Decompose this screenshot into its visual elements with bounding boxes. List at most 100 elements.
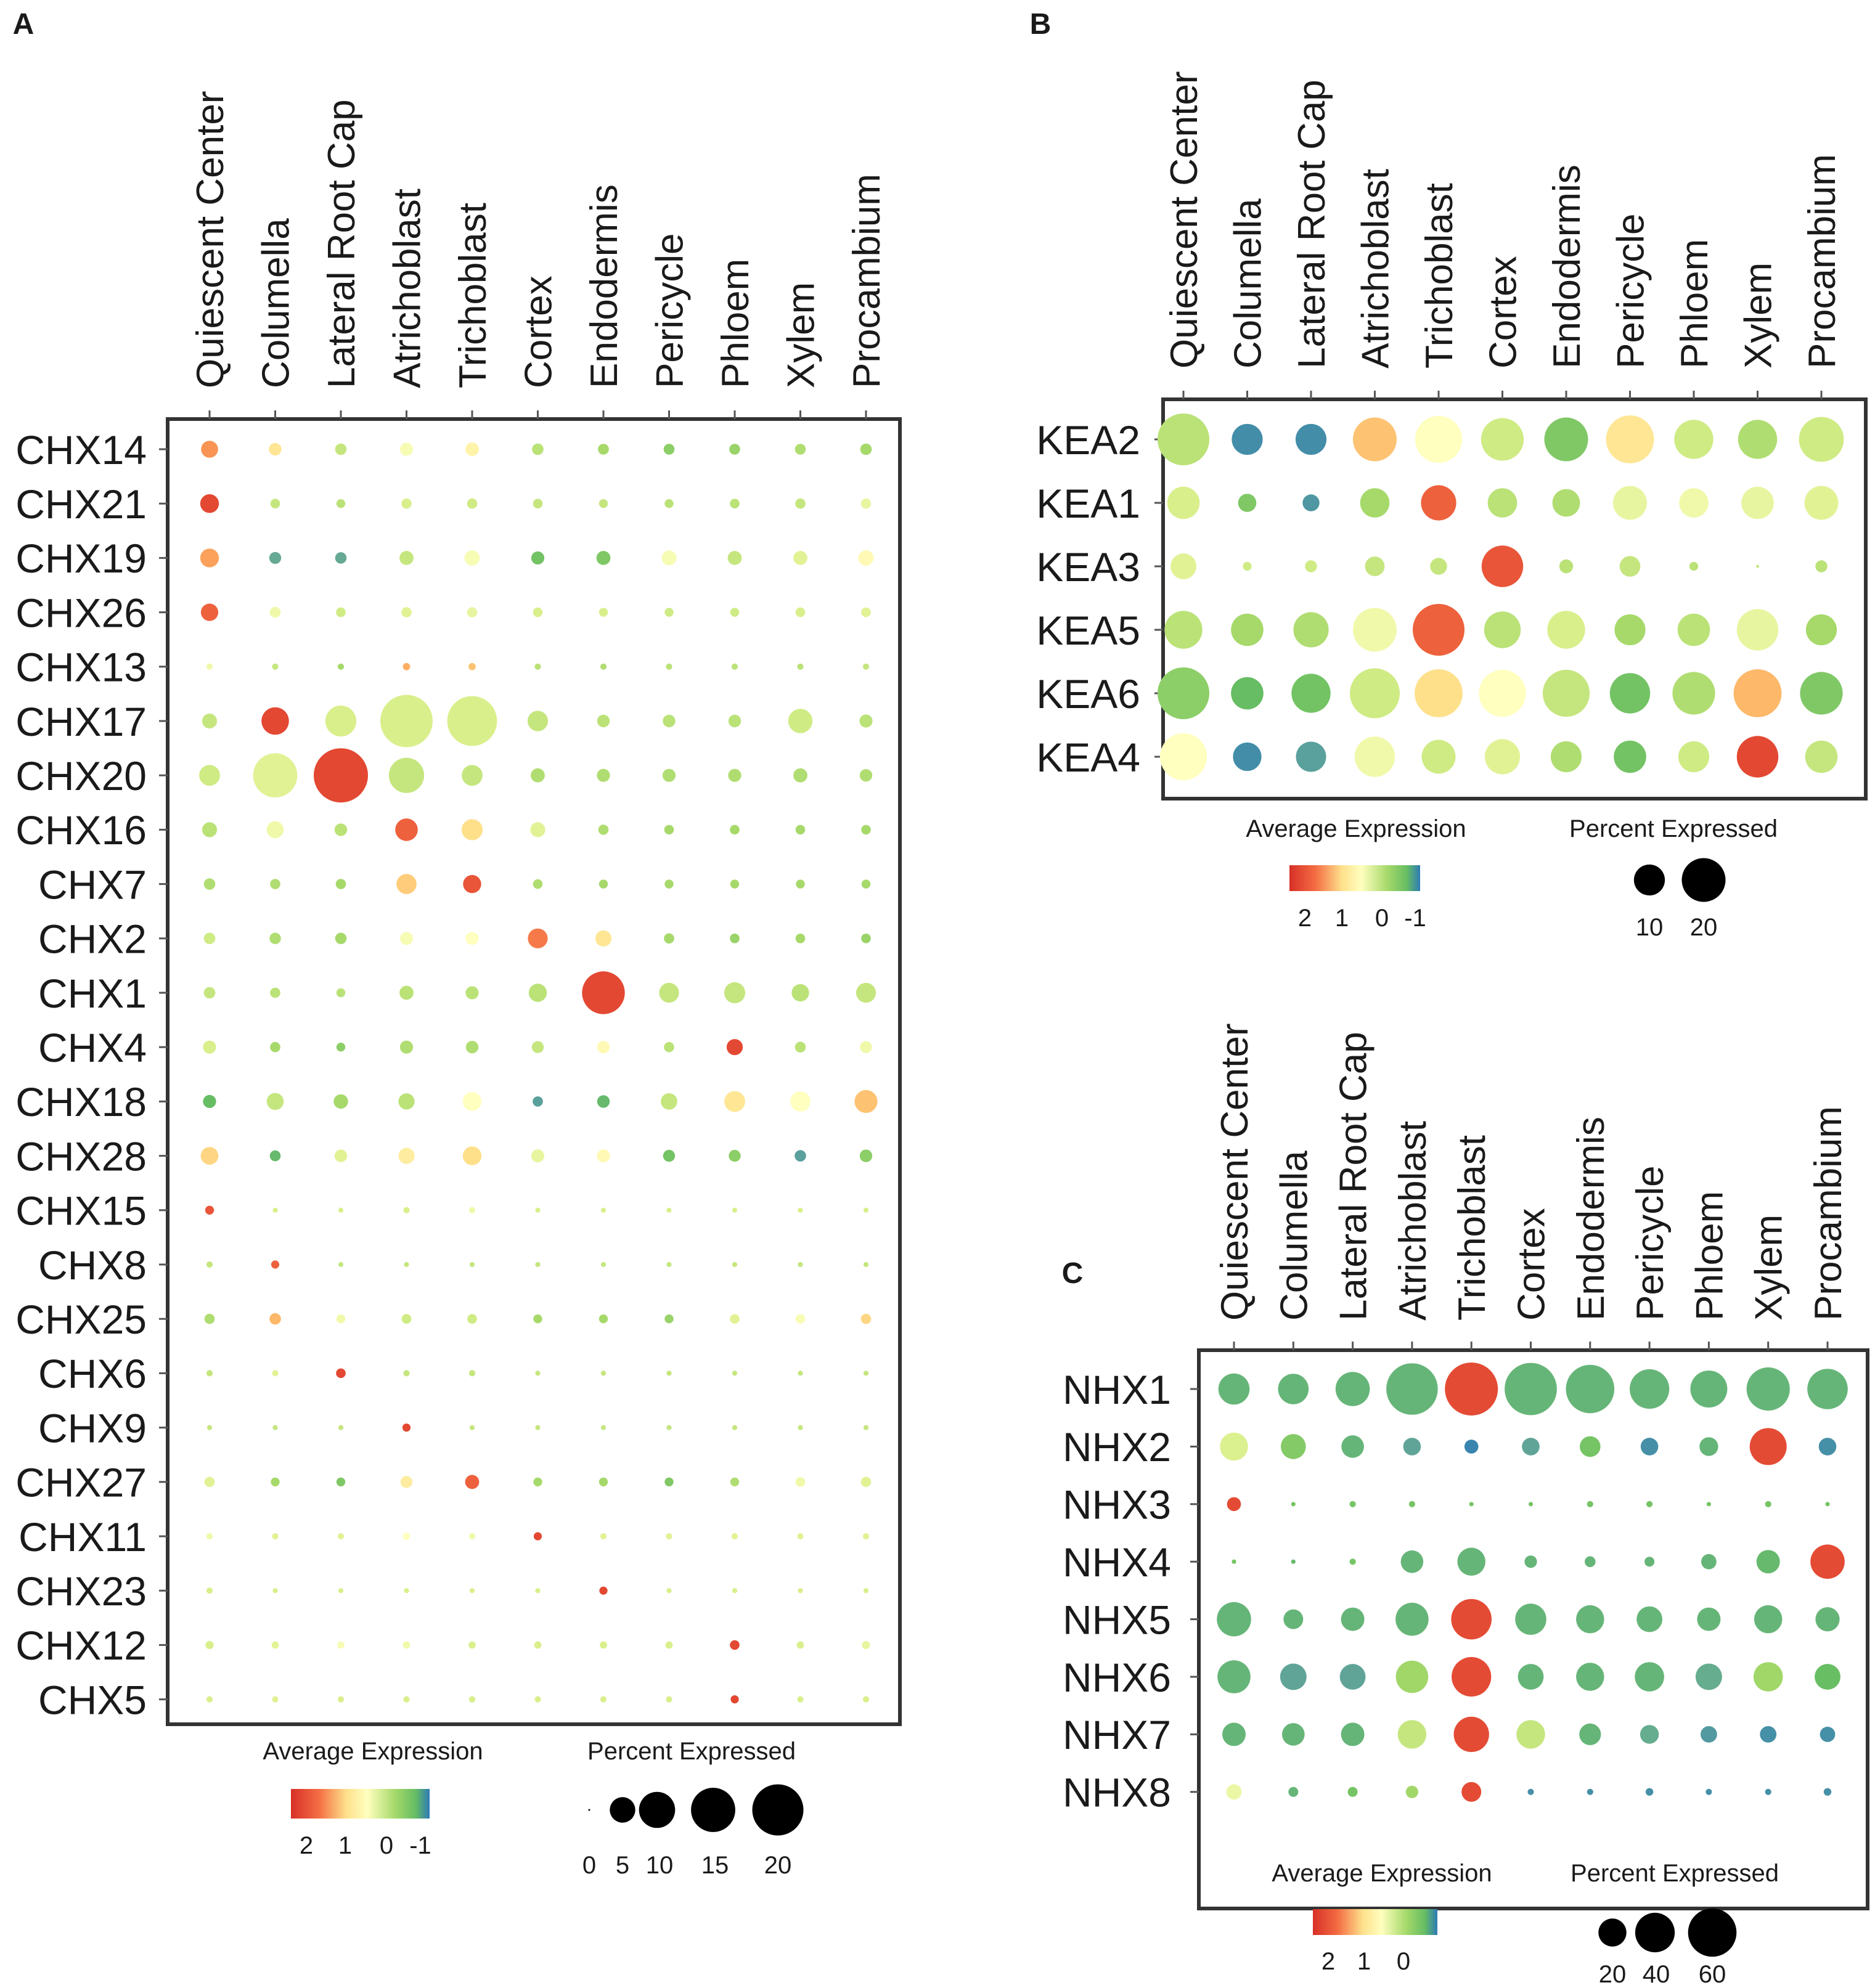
- panel-a-dot: [334, 823, 348, 836]
- panel-c-dot: [1585, 1556, 1596, 1567]
- panel-a-column-label: Endodermis: [583, 184, 626, 388]
- panel-b-dot: [1360, 488, 1390, 518]
- panel-c-dot: [1587, 1788, 1593, 1795]
- panel-c-size-legend-dot: [1598, 1918, 1627, 1947]
- panel-c-dot: [1341, 1607, 1365, 1631]
- panel-a-dot: [795, 1314, 806, 1324]
- panel-c-dot: [1522, 1438, 1540, 1456]
- panel-a-dot: [447, 696, 497, 746]
- panel-a-dot: [337, 1533, 345, 1540]
- panel-c-dot: [1400, 1550, 1424, 1573]
- panel-c-dot: [1699, 1437, 1718, 1456]
- panel-b-dot: [1805, 740, 1838, 773]
- panel-a-row-label: CHX17: [15, 699, 147, 744]
- panel-c-row-label: NHX3: [1063, 1482, 1171, 1528]
- panel-a-dot: [338, 1425, 344, 1430]
- panel-c-dot: [1706, 1502, 1711, 1507]
- panel-c-dot: [1528, 1502, 1534, 1507]
- panel-b-dot: [1421, 485, 1456, 521]
- panel-a-dot: [468, 1370, 476, 1377]
- panel-a-dot: [793, 768, 807, 783]
- panel-a-dot: [338, 1588, 344, 1594]
- panel-c-dot: [1695, 1663, 1722, 1690]
- panel-c-dot: [1451, 1599, 1492, 1640]
- panel-a-dot: [790, 1091, 811, 1112]
- panel-b-dot: [1613, 486, 1647, 520]
- panel-b-dot: [1805, 614, 1837, 646]
- panel-a-dot: [535, 1261, 541, 1268]
- panel-a-dot: [534, 1641, 542, 1649]
- panel-a-dot: [266, 821, 284, 839]
- panel-b-column-label: Phloem: [1673, 239, 1716, 369]
- panel-c-dot: [1464, 1440, 1479, 1454]
- panel-a-dot: [333, 1094, 348, 1109]
- panel-a-dot: [468, 662, 476, 670]
- panel-a-dot: [598, 825, 609, 835]
- panel-a-dot: [269, 1150, 281, 1162]
- panel-a-dot: [730, 1314, 740, 1324]
- panel-a-dot: [729, 444, 740, 455]
- panel-a-dot: [862, 663, 870, 670]
- panel-b-dot: [1232, 423, 1263, 455]
- panel-a-dot: [402, 1641, 411, 1649]
- panel-a-dot: [200, 548, 219, 568]
- panel-c-column-label: Xylem: [1748, 1215, 1791, 1321]
- panel-a-dot: [395, 818, 418, 841]
- panel-c-dot: [1445, 1363, 1498, 1416]
- panel-a-dot: [795, 1041, 806, 1053]
- panel-c-dot: [1217, 1660, 1251, 1693]
- panel-a-dot: [859, 769, 873, 782]
- panel-a-dot: [401, 607, 412, 617]
- panel-c-dot: [1640, 1438, 1659, 1456]
- panel-c-dot: [1765, 1788, 1771, 1795]
- panel-c-dot: [1753, 1662, 1783, 1692]
- panel-a-dot: [200, 1147, 219, 1165]
- panel-b-dot: [1815, 560, 1828, 572]
- panel-c-dot: [1457, 1547, 1485, 1576]
- panel-a-dot: [798, 1207, 803, 1213]
- panel-a-dot: [201, 441, 218, 458]
- panel-b-color-legend-bar: [1289, 865, 1420, 891]
- panel-a-dot: [388, 757, 425, 793]
- panel-b-dot: [1484, 611, 1521, 648]
- panel-b-dot: [1167, 486, 1200, 519]
- panel-a-dot: [403, 1207, 410, 1213]
- panel-b-size-legend-label: 20: [1690, 914, 1718, 941]
- panel-a-dot: [664, 825, 674, 835]
- panel-c-dot: [1386, 1363, 1438, 1415]
- panel-a-dot: [663, 1149, 676, 1162]
- panel-a-color-legend-tick: 1: [338, 1832, 352, 1859]
- panel-a-dot: [272, 663, 279, 670]
- panel-c-dot: [1576, 1605, 1604, 1634]
- panel-c-dot: [1469, 1502, 1474, 1507]
- panel-a-dot: [402, 662, 411, 670]
- panel-a-dot: [598, 1314, 608, 1324]
- panel-b-dot: [1302, 494, 1320, 511]
- panel-a-dot: [859, 1149, 873, 1162]
- panel-b-dot: [1164, 611, 1203, 649]
- panel-a-dot: [398, 1147, 415, 1164]
- panel-c-dot: [1282, 1723, 1305, 1746]
- panel-a-dot: [462, 1092, 482, 1111]
- panel-a-dot: [335, 879, 346, 889]
- panel-a-dot: [600, 1207, 607, 1213]
- panel-a-size-legend-dot: [752, 1784, 804, 1836]
- panel-b-dot: [1243, 561, 1252, 571]
- panel-a-dot: [206, 1425, 213, 1430]
- panel-a-dot: [336, 1043, 346, 1052]
- panel-c-dot: [1335, 1372, 1370, 1406]
- panel-a-dot: [795, 607, 806, 617]
- panel-a-dot: [860, 443, 872, 455]
- panel-c-dot: [1518, 1664, 1544, 1690]
- panel-a-size-legend-dot: [691, 1788, 735, 1832]
- panel-b-dot: [1484, 739, 1521, 775]
- panel-a-letter: A: [13, 8, 35, 41]
- panel-b-dot: [1231, 613, 1264, 646]
- panel-a-dot: [861, 825, 871, 835]
- panel-a-dot: [795, 444, 806, 455]
- panel-a-dot: [463, 874, 481, 894]
- panel-c-dot: [1636, 1606, 1663, 1632]
- panel-a-row-label: CHX5: [38, 1677, 147, 1722]
- panel-a-dot: [596, 551, 611, 565]
- panel-a-dot: [534, 1696, 541, 1703]
